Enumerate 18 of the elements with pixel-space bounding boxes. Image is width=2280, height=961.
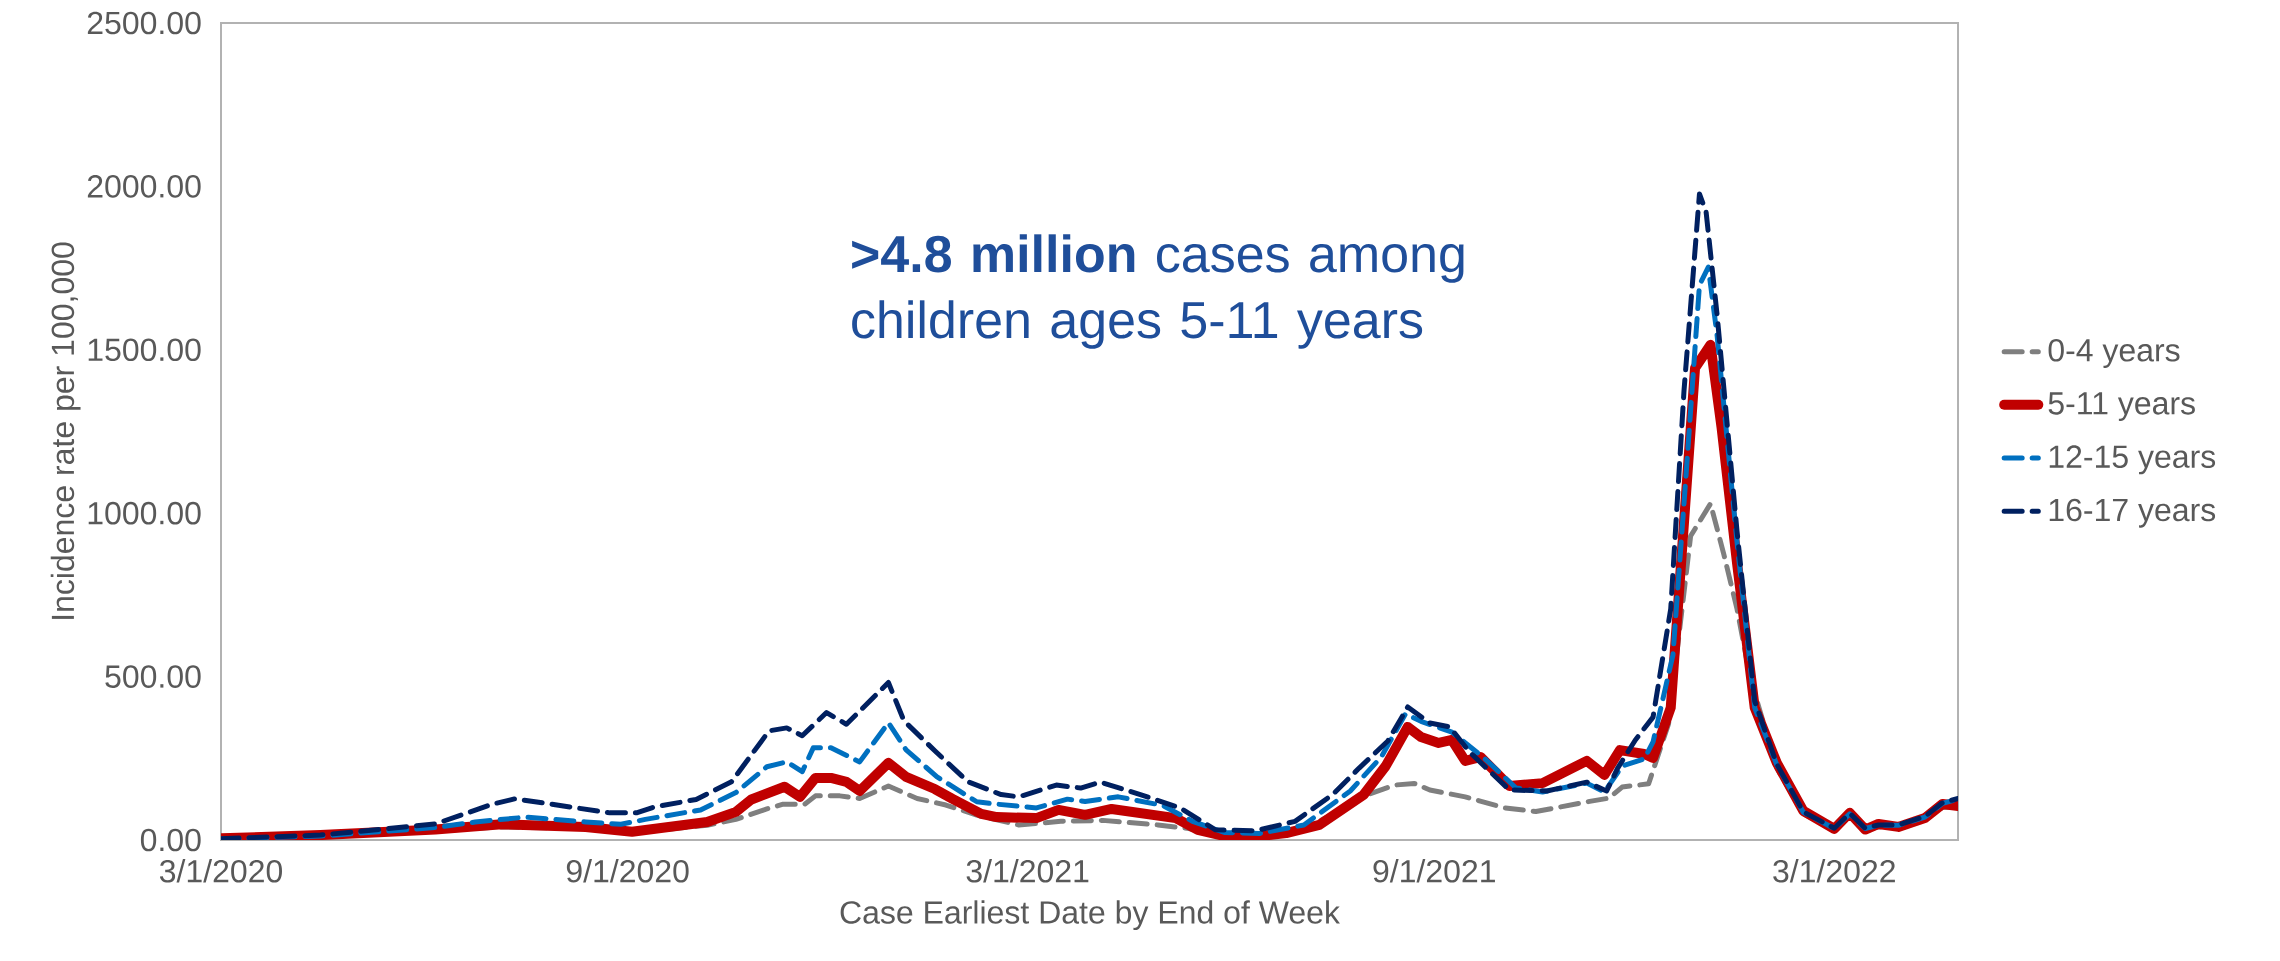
y-tick-label: 500.00 xyxy=(105,665,201,688)
x-tick-label: 9/1/2021 xyxy=(1373,859,1495,883)
x-tick-label: 3/1/2022 xyxy=(1773,859,1895,883)
y-tick-label: 0.00 xyxy=(140,828,201,852)
y-tick-label: 1500.00 xyxy=(88,338,201,362)
legend-label: 16-17 years xyxy=(2049,498,2216,528)
x-tick-label: 9/1/2020 xyxy=(566,859,689,883)
legend-label: 5-11 years xyxy=(2048,392,2195,421)
y-axis-title: Incidence rate per 100,000 xyxy=(50,242,81,619)
y-tick-label: 2000.00 xyxy=(87,175,201,198)
x-axis-title: Case Earliest Date by End of Week xyxy=(840,900,1340,931)
x-tick-label: 3/1/2021 xyxy=(966,859,1089,883)
annotation: >4.8 million cases among children ages 5-11 years xyxy=(852,234,1464,349)
y-tick-label: 2500.00 xyxy=(87,11,201,35)
y-tick-label: 1000.00 xyxy=(88,501,201,525)
legend-label: 0-4 years xyxy=(2048,338,2180,368)
x-tick-label: 3/1/2020 xyxy=(159,859,283,883)
legend-label: 12-15 years xyxy=(2049,445,2216,475)
